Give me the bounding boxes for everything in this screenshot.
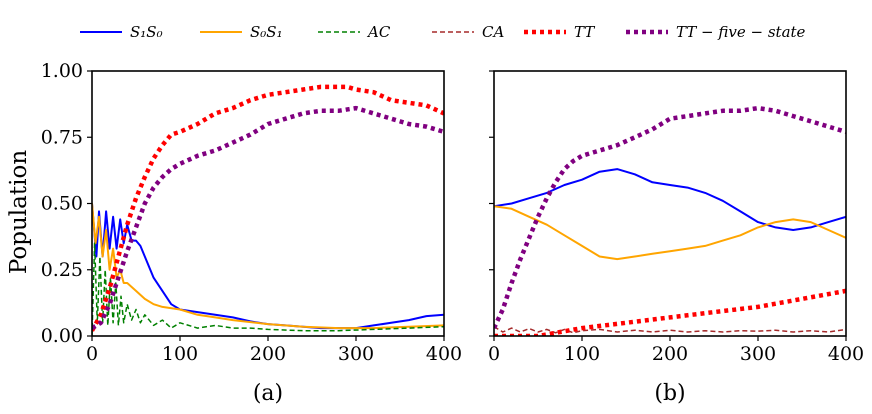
y-tick-label: 1.00 [41,60,83,82]
panel-label: (a) [253,381,283,406]
x-tick-label: 400 [828,343,864,365]
legend-label-tt: TT [574,23,595,41]
x-tick-label: 200 [250,343,286,365]
legend-label-ca: CA [482,23,504,41]
x-tick-label: 0 [86,343,98,365]
y-tick-label: 0.75 [41,126,83,148]
legend-label-tt5: TT − five − state [676,23,806,41]
series-tt5-line [494,105,846,330]
series-s1s0-line [92,203,444,330]
series-tt-line [92,84,444,332]
series-s1s0-line [494,168,846,231]
x-tick-label: 300 [740,343,776,365]
legend-label-s0s1: S₀S₁ [250,23,283,41]
x-tick-label: 100 [564,343,600,365]
x-tick-label: 400 [426,343,462,365]
legend-label-ac: AC [366,23,391,41]
legend: S₁S₀ S₀S₁ AC CA TT TT − five − state [80,23,806,41]
series-ac-line [92,242,444,336]
y-tick-label: 0.00 [41,325,83,347]
series-ca-line [494,326,846,334]
x-tick-label: 0 [488,343,500,365]
y-tick-label: 0.50 [41,193,83,215]
axes-frame [493,70,847,337]
series-s0s1-line [92,203,444,330]
panel-b: 0 100 200 300 400 (b) [488,70,864,406]
legend-label-s1s0: S₁S₀ [130,23,163,41]
panel-label: (b) [654,381,685,406]
series-s0s1-line [494,205,846,261]
x-tick-label: 300 [338,343,374,365]
panel-a: 0 100 200 300 400 0.00 0.25 0.50 0.75 1.00 (a) [41,60,462,406]
y-axis-label: Population [6,150,32,274]
x-tick-label: 100 [162,343,198,365]
series-tt5-line [92,105,444,331]
series-tt-line [494,288,846,336]
y-tick-label: 0.25 [41,259,83,281]
x-tick-label: 200 [652,343,688,365]
